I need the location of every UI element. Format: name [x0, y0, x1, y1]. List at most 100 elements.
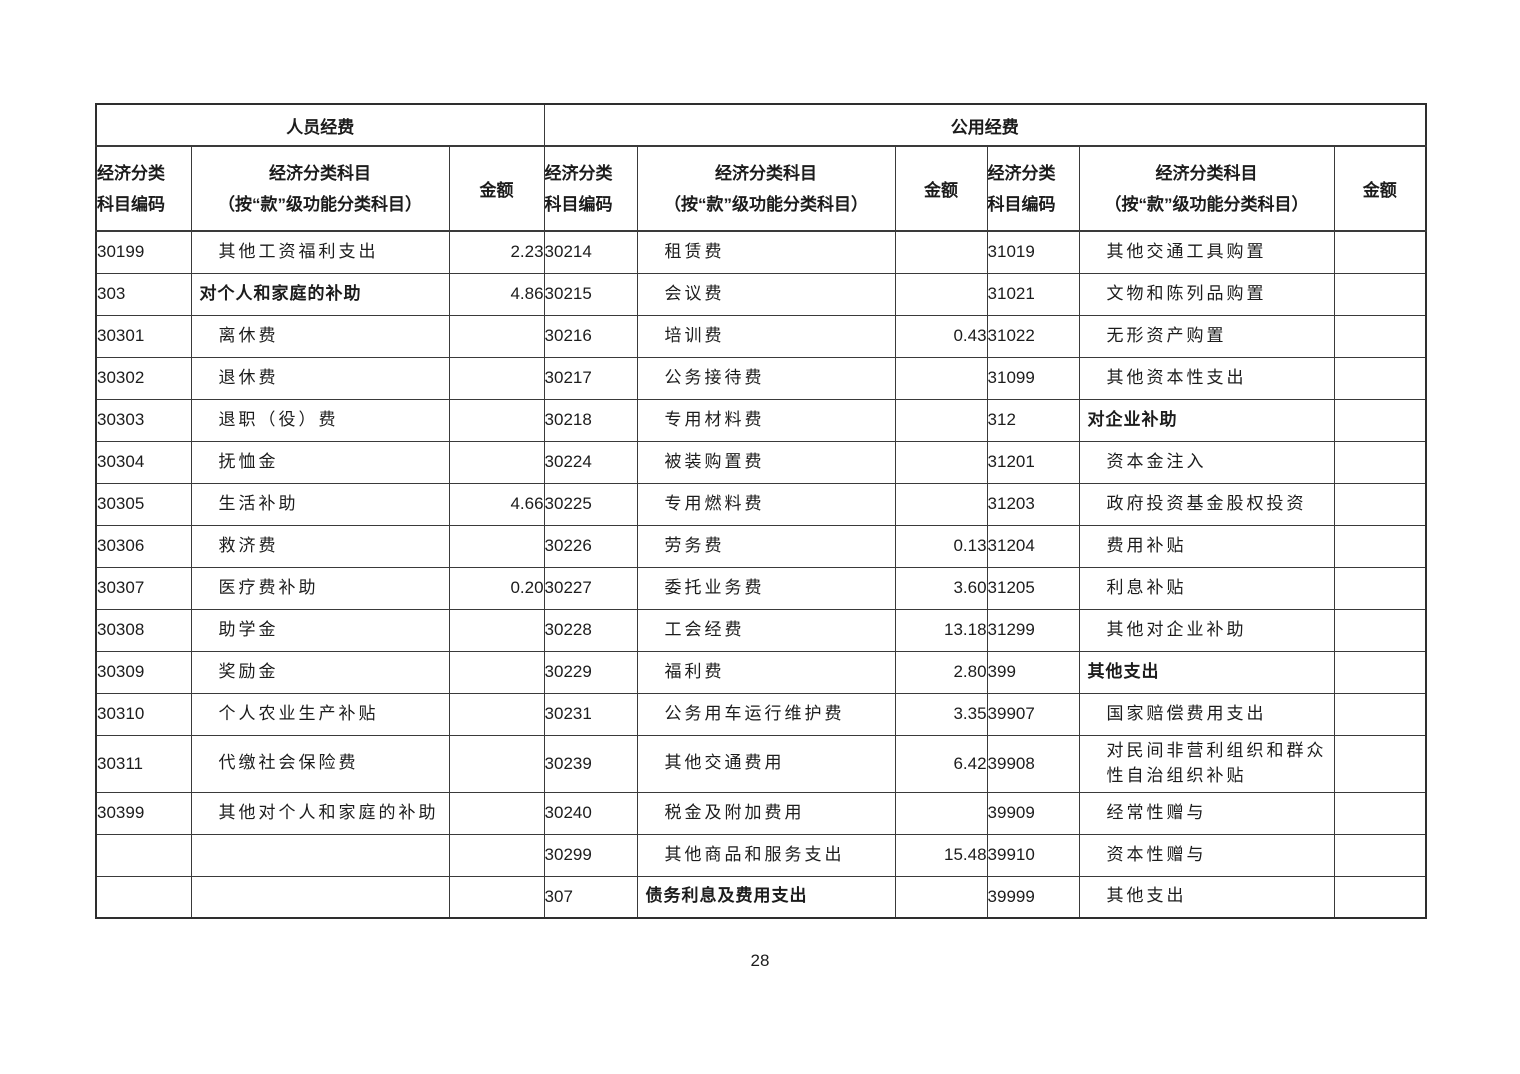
code-cell: 30399: [95, 791, 192, 835]
subject-cell: 专用材料费: [636, 398, 896, 442]
amount-cell: [1333, 314, 1427, 358]
subject-cell: 福利费: [636, 650, 896, 694]
subject-cell: 抚恤金: [190, 440, 450, 484]
code-cell: 31205: [986, 566, 1080, 610]
code-header-line2: 科目编码: [544, 194, 613, 214]
code-cell: 30216: [543, 314, 638, 358]
code-cell: 39910: [986, 833, 1080, 877]
code-cell: 30224: [543, 440, 638, 484]
amount-cell: [448, 440, 545, 484]
code-header-line1: 经济分类: [544, 163, 613, 183]
table-row: 30304 抚恤金 30224 被装购置费 31201 资本金注入: [95, 440, 1427, 484]
amount-cell: [1333, 875, 1427, 919]
code-cell: 39908: [986, 734, 1080, 793]
amount-cell: [448, 524, 545, 568]
subject-cell: 对民间非营利组织和群众性自治组织补贴: [1078, 734, 1335, 793]
subject-cell: 委托业务费: [636, 566, 896, 610]
amount-cell: [1333, 734, 1427, 793]
code-cell: [95, 833, 192, 877]
amount-cell: [1333, 650, 1427, 694]
code-cell: 30215: [543, 272, 638, 316]
code-cell: 30299: [543, 833, 638, 877]
amount-cell: [1333, 356, 1427, 400]
subject-cell: 其他工资福利支出: [190, 230, 450, 274]
subject-cell: 生活补助: [190, 482, 450, 526]
code-cell: 30303: [95, 398, 192, 442]
code-cell: 30311: [95, 734, 192, 793]
table-row: 30299 其他商品和服务支出 15.48 39910 资本性赠与: [95, 833, 1427, 877]
subject-cell: 无形资产购置: [1078, 314, 1335, 358]
code-cell: 30227: [543, 566, 638, 610]
code-cell: 30226: [543, 524, 638, 568]
subject-cell: 其他交通费用: [636, 734, 896, 793]
amount-cell: 2.80: [894, 650, 988, 694]
amount-cell: [894, 791, 988, 835]
subject-cell: 租赁费: [636, 230, 896, 274]
table-row: 30306 救济费 30226 劳务费 0.13 31204 费用补贴: [95, 524, 1427, 568]
subject-cell: 个人农业生产补贴: [190, 692, 450, 736]
code-cell: 303: [95, 272, 192, 316]
code-cell: 31203: [986, 482, 1080, 526]
code-cell: 31019: [986, 230, 1080, 274]
amount-cell: [1333, 398, 1427, 442]
amount-cell: [894, 875, 988, 919]
subject-cell: 文物和陈列品购置: [1078, 272, 1335, 316]
table-row: 30307 医疗费补助 0.20 30227 委托业务费 3.60 31205 利息补贴: [95, 566, 1427, 610]
code-cell: 30309: [95, 650, 192, 694]
subject-cell: [190, 875, 450, 919]
code-cell: 31299: [986, 608, 1080, 652]
code-cell: 30305: [95, 482, 192, 526]
amount-cell: 4.66: [448, 482, 545, 526]
code-cell: 30301: [95, 314, 192, 358]
table-row: 30301 离休费 30216 培训费 0.43 31022 无形资产购置: [95, 314, 1427, 358]
code-cell: 31022: [986, 314, 1080, 358]
subject-cell: 公务用车运行维护费: [636, 692, 896, 736]
code-cell: 30306: [95, 524, 192, 568]
subject-cell: 救济费: [190, 524, 450, 568]
subject-header-line1: 经济分类科目: [715, 163, 818, 183]
code-cell: 312: [986, 398, 1080, 442]
code-cell: 30231: [543, 692, 638, 736]
page-number: 28: [750, 951, 770, 970]
code-cell: 30307: [95, 566, 192, 610]
amount-cell: 6.42: [894, 734, 988, 793]
amount-cell: [448, 356, 545, 400]
amount-cell: [448, 875, 545, 919]
code-header-line2: 科目编码: [97, 194, 165, 214]
subject-cell: 政府投资基金股权投资: [1078, 482, 1335, 526]
column-header-amount: 金额: [448, 145, 545, 232]
code-cell: 30302: [95, 356, 192, 400]
table-row: 30303 退职（役）费 30218 专用材料费 312 对企业补助: [95, 398, 1427, 442]
subject-cell: [190, 833, 450, 877]
subject-cell: 医疗费补助: [190, 566, 450, 610]
amount-cell: [1333, 833, 1427, 877]
column-header-amount: 金额: [1333, 145, 1427, 232]
section-header-row: 人员经费 公用经费: [95, 103, 1427, 147]
amount-cell: [448, 398, 545, 442]
table-row: 30199 其他工资福利支出 2.23 30214 租赁费 31019 其他交通工具购置: [95, 230, 1427, 274]
amount-cell: [894, 440, 988, 484]
column-header-amount: 金额: [894, 145, 988, 232]
amount-cell: [448, 734, 545, 793]
subject-cell: 专用燃料费: [636, 482, 896, 526]
subject-cell: 对企业补助: [1078, 398, 1335, 442]
table-row: 30302 退休费 30217 公务接待费 31099 其他资本性支出: [95, 356, 1427, 400]
code-cell: 31021: [986, 272, 1080, 316]
subject-cell: 其他支出: [1078, 650, 1335, 694]
amount-cell: 4.86: [448, 272, 545, 316]
amount-cell: 0.20: [448, 566, 545, 610]
subject-cell: 助学金: [190, 608, 450, 652]
column-header-code: 经济分类 科目编码: [986, 145, 1080, 232]
subject-cell: 费用补贴: [1078, 524, 1335, 568]
subject-cell: 国家赔偿费用支出: [1078, 692, 1335, 736]
amount-cell: [448, 833, 545, 877]
amount-cell: [1333, 482, 1427, 526]
table-row: 30311 代缴社会保险费 30239 其他交通费用 6.42 39908 对民间非营利组织…: [95, 734, 1427, 793]
amount-cell: [1333, 791, 1427, 835]
section-header-personnel: 人员经费: [95, 103, 545, 147]
amount-cell: 0.13: [894, 524, 988, 568]
subject-cell: 其他资本性支出: [1078, 356, 1335, 400]
amount-cell: [1333, 692, 1427, 736]
subject-cell: 劳务费: [636, 524, 896, 568]
